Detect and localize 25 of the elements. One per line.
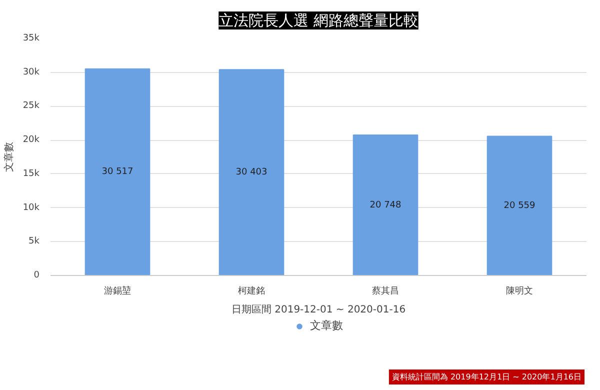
y-tick-label: 5k: [28, 236, 40, 247]
y-tick-label: 15k: [22, 168, 40, 179]
data-label: 30 403: [236, 168, 268, 178]
x-axis-title: 日期區間 2019-12-01 ~ 2020-01-16: [231, 304, 406, 316]
y-tick-label: 30k: [22, 67, 40, 78]
x-tick-label: 游錫堃: [104, 286, 131, 296]
bar: [486, 136, 552, 276]
bar: [84, 68, 150, 276]
text: 資料統計區間為 2019年12月1日 ~ 2020年1月16日: [392, 372, 582, 382]
y-tick-label: 0: [34, 270, 40, 280]
bar: [218, 69, 284, 276]
x-tick-label: 柯建銘: [238, 286, 265, 296]
data-label: 20 748: [370, 200, 402, 210]
x-tick-label: 陳明文: [506, 286, 533, 296]
y-tick-label: 10k: [22, 202, 40, 213]
bar: [352, 134, 418, 276]
chart-title: 立法院長人選 網路總聲量比較: [218, 12, 418, 30]
legend-label: 文章數: [310, 318, 343, 333]
y-tick-label: 35k: [22, 34, 40, 44]
y-tick-label: 20k: [22, 135, 40, 146]
x-tick-label: 蔡其昌: [372, 286, 399, 296]
y-tick-label: 25k: [22, 101, 40, 112]
data-label: 20 559: [504, 200, 536, 211]
data-label: 30 517: [102, 167, 134, 178]
y-axis-title: 文章數: [2, 142, 15, 172]
